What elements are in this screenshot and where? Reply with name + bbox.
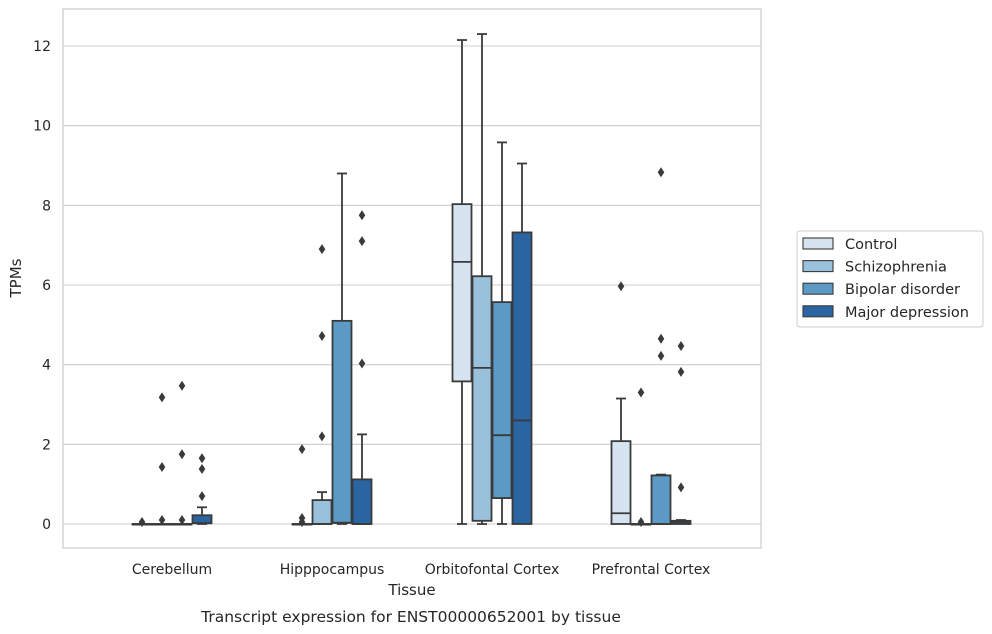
- box-body: [511, 231, 533, 525]
- box-body: [471, 275, 493, 522]
- box-body: [311, 499, 333, 525]
- outlier-point: [158, 392, 166, 403]
- outlier-point: [617, 281, 625, 292]
- outlier-point: [178, 449, 186, 460]
- legend-frame: [796, 230, 984, 328]
- outlier-point: [318, 244, 326, 255]
- y-axis-ticks: 0 2 4 6 8 10 12: [33, 39, 51, 533]
- legend-label: Schizophrenia: [845, 260, 947, 276]
- outlier-point: [178, 380, 186, 391]
- x-axis-ticks: Cerebellum Hipppocampus Orbitofontal Corte…: [132, 562, 710, 578]
- outlier-point: [178, 515, 186, 526]
- plot-frame: [62, 8, 762, 549]
- outlier-point: [158, 462, 166, 473]
- y-tick-label: 4: [42, 358, 51, 374]
- y-tick-label: 10: [33, 119, 51, 135]
- box-3-2: [650, 167, 672, 525]
- legend-label: Bipolar disorder: [845, 282, 960, 298]
- x-axis-label: Tissue: [387, 581, 435, 599]
- outlier-point: [677, 482, 685, 493]
- outlier-point: [198, 464, 206, 475]
- box-2-3: [511, 162, 533, 525]
- box-0-0: [131, 517, 153, 528]
- outlier-point: [298, 444, 306, 455]
- outlier-point: [138, 517, 146, 528]
- legend-swatch: [802, 305, 834, 318]
- box-3-3: [670, 340, 692, 525]
- y-tick-label: 2: [42, 437, 51, 453]
- legend-label: Control: [845, 237, 897, 253]
- box-body: [331, 319, 353, 524]
- x-tick-label: Orbitofontal Cortex: [425, 562, 560, 578]
- chart-caption: Transcript expression for ENST0000065200…: [200, 608, 621, 626]
- box-0-3: [191, 453, 213, 525]
- outlier-point: [358, 236, 366, 247]
- box-body: [610, 440, 632, 525]
- box-0-2: [171, 380, 193, 526]
- legend: Control Schizophrenia Bipolar disorder Majo…: [796, 230, 984, 328]
- box-3-1: [630, 387, 652, 528]
- y-axis-label: TPMs: [7, 258, 25, 298]
- box-body: [191, 514, 213, 525]
- box-1-2: [331, 172, 353, 525]
- grid-lines: [63, 45, 761, 525]
- y-tick-label: 8: [42, 198, 51, 214]
- box-3-0: [610, 281, 632, 525]
- outlier-point: [158, 515, 166, 526]
- box-plot-marks: [131, 33, 692, 528]
- box-body: [491, 301, 513, 500]
- box-2-2: [491, 141, 513, 525]
- y-tick-label: 12: [33, 39, 51, 55]
- box-1-0: [291, 444, 313, 528]
- box-0-1: [151, 392, 173, 526]
- outlier-point: [198, 453, 206, 464]
- box-body: [451, 203, 473, 383]
- box-1-3: [351, 210, 373, 525]
- legend-swatch: [802, 260, 834, 273]
- x-tick-label: Cerebellum: [132, 562, 212, 578]
- outlier-point: [677, 366, 685, 377]
- box-1-1: [311, 244, 333, 525]
- outlier-point: [677, 340, 685, 351]
- outlier-point: [657, 350, 665, 361]
- box-body: [650, 474, 672, 525]
- outlier-point: [358, 210, 366, 221]
- legend-swatch: [802, 237, 834, 250]
- y-tick-label: 6: [42, 278, 51, 294]
- outlier-point: [637, 387, 645, 398]
- legend-swatch: [802, 282, 834, 295]
- x-tick-label: Prefrontal Cortex: [592, 562, 711, 578]
- legend-label: Major depression: [845, 305, 969, 321]
- outlier-point: [657, 167, 665, 178]
- box-body: [351, 478, 373, 525]
- outlier-point: [318, 431, 326, 442]
- box-2-1: [471, 33, 493, 525]
- outlier-point: [637, 517, 645, 528]
- outlier-point: [318, 330, 326, 341]
- box-2-0: [451, 39, 473, 525]
- y-tick-label: 0: [42, 517, 51, 533]
- outlier-point: [198, 491, 206, 502]
- x-tick-label: Hipppocampus: [280, 562, 385, 578]
- outlier-point: [298, 517, 306, 528]
- outlier-point: [657, 333, 665, 344]
- outlier-point: [358, 358, 366, 369]
